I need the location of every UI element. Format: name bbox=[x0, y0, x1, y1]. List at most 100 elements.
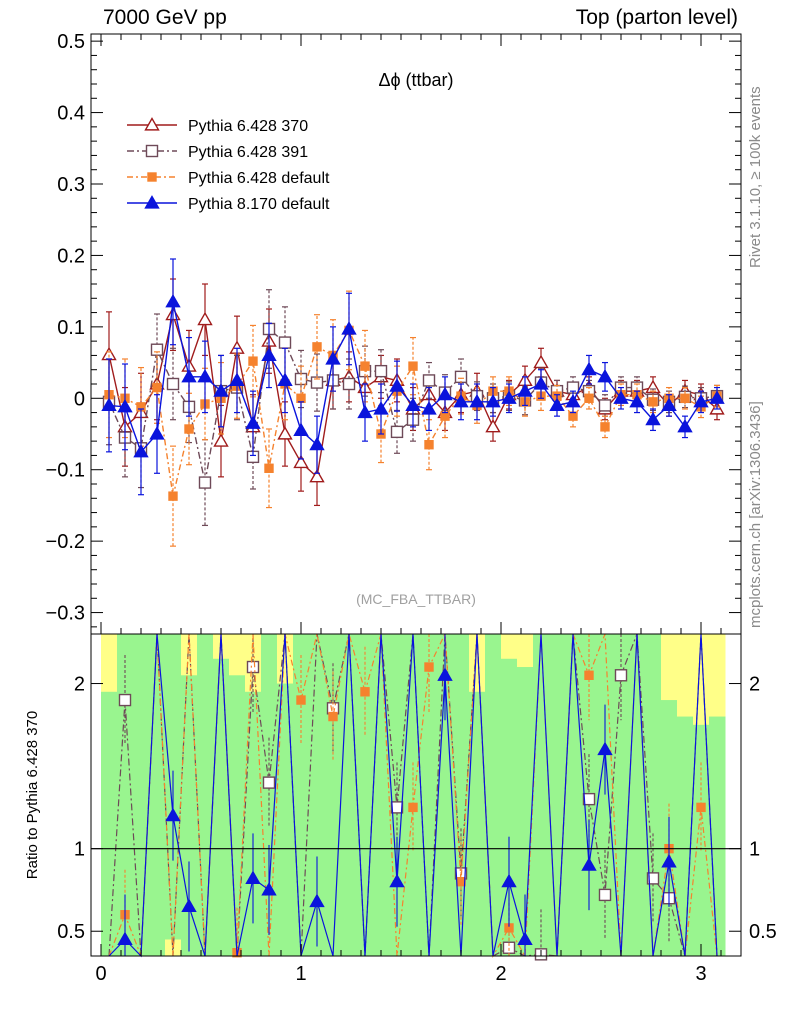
data-point bbox=[309, 436, 325, 451]
data-point bbox=[293, 454, 309, 469]
ratio-point bbox=[597, 741, 613, 756]
ratio-y-tick-label: 1 bbox=[74, 839, 85, 861]
ratio-point bbox=[696, 802, 706, 813]
ratio-point bbox=[581, 857, 597, 871]
y-tick-label: −0.1 bbox=[46, 460, 85, 482]
ratio-point bbox=[117, 931, 133, 946]
ratio-point bbox=[245, 870, 261, 884]
ratio-point bbox=[309, 893, 325, 908]
data-point bbox=[437, 386, 453, 401]
legend-marker bbox=[144, 195, 160, 209]
ratio-y-axis-label: Ratio to Pythia 6.428 370 bbox=[24, 711, 41, 879]
legend-marker bbox=[147, 172, 157, 182]
uncertainty-band-green bbox=[693, 724, 710, 956]
y-tick-label: 0.3 bbox=[57, 174, 85, 196]
data-point bbox=[584, 393, 594, 403]
data-point bbox=[150, 343, 164, 356]
data-point bbox=[677, 418, 693, 433]
ratio-point bbox=[661, 853, 677, 868]
data-point bbox=[101, 346, 117, 361]
data-point bbox=[422, 374, 436, 387]
data-point bbox=[309, 468, 325, 483]
data-point bbox=[198, 476, 212, 489]
data-point bbox=[277, 372, 293, 387]
data-point bbox=[389, 378, 405, 392]
data-point bbox=[565, 393, 581, 408]
x-tick-label: 3 bbox=[695, 963, 706, 985]
ratio-point bbox=[501, 873, 517, 888]
uncertainty-band-green bbox=[565, 634, 582, 956]
ratio-point bbox=[389, 873, 405, 888]
data-point bbox=[341, 321, 357, 335]
ratio-point bbox=[261, 882, 277, 896]
y-tick-label: −0.3 bbox=[46, 603, 85, 625]
ratio-point bbox=[246, 660, 260, 674]
uncertainty-band-green bbox=[101, 691, 118, 956]
data-point bbox=[374, 364, 388, 378]
uncertainty-band-green bbox=[117, 634, 134, 956]
ratio-point bbox=[118, 693, 132, 707]
ratio-plot-frame bbox=[90, 633, 742, 957]
data-point bbox=[166, 377, 180, 391]
data-point bbox=[597, 368, 613, 383]
data-point bbox=[213, 433, 229, 447]
legend-label: Pythia 6.428 default bbox=[188, 170, 330, 187]
data-point bbox=[661, 397, 677, 412]
data-point bbox=[117, 398, 133, 413]
uncertainty-band-green bbox=[421, 634, 438, 956]
uncertainty-band-green bbox=[613, 634, 630, 956]
data-point bbox=[613, 390, 629, 404]
data-point bbox=[296, 393, 306, 403]
uncertainty-band-green bbox=[213, 658, 230, 956]
data-point bbox=[408, 361, 418, 371]
data-point bbox=[278, 336, 292, 349]
ratio-point bbox=[262, 776, 276, 789]
ratio-point bbox=[584, 670, 594, 680]
data-point bbox=[184, 424, 194, 434]
legend-marker bbox=[145, 144, 159, 158]
data-point bbox=[421, 401, 437, 415]
y-tick-label: 0 bbox=[74, 388, 85, 410]
data-point bbox=[149, 426, 165, 440]
ratio-point bbox=[328, 711, 338, 722]
data-point bbox=[598, 399, 612, 412]
data-point bbox=[197, 368, 213, 383]
data-point bbox=[261, 347, 277, 362]
y-tick-label: −0.2 bbox=[46, 531, 85, 553]
data-point bbox=[680, 393, 690, 403]
data-point bbox=[549, 397, 565, 412]
data-point bbox=[373, 401, 389, 415]
ratio-point bbox=[424, 662, 434, 672]
x-tick-label: 0 bbox=[95, 963, 106, 985]
series-3 bbox=[101, 258, 725, 496]
data-point bbox=[360, 361, 370, 371]
data-point bbox=[101, 397, 117, 412]
legend-label: Pythia 6.428 370 bbox=[188, 118, 308, 135]
data-point bbox=[629, 393, 645, 408]
ratio-point bbox=[456, 876, 466, 887]
data-point bbox=[342, 377, 356, 391]
ratio-y-tick-label: 2 bbox=[74, 674, 85, 696]
y-tick-label: 0.1 bbox=[57, 317, 85, 339]
uncertainty-band-green bbox=[549, 634, 566, 956]
ratio-point bbox=[165, 807, 181, 822]
ratio-point bbox=[296, 695, 306, 705]
ratio-point bbox=[437, 667, 453, 681]
legend-label: Pythia 8.170 default bbox=[188, 196, 330, 213]
data-point bbox=[501, 390, 517, 404]
data-point bbox=[533, 376, 549, 390]
ratio-point bbox=[614, 669, 628, 682]
uncertainty-band-green bbox=[309, 634, 326, 956]
main-plot-watermark: (MC_FBA_TTBAR) bbox=[356, 591, 476, 607]
data-point bbox=[133, 443, 149, 458]
ratio-point bbox=[582, 792, 596, 806]
ratio-y-tick-label-right: 1 bbox=[749, 839, 760, 861]
legend-label: Pythia 6.428 391 bbox=[188, 144, 308, 161]
data-point bbox=[600, 422, 610, 432]
uncertainty-band-green bbox=[709, 716, 726, 956]
data-point bbox=[485, 393, 501, 408]
uncertainty-band-green bbox=[133, 634, 150, 956]
data-point bbox=[645, 411, 661, 426]
ratio-point bbox=[517, 931, 533, 946]
